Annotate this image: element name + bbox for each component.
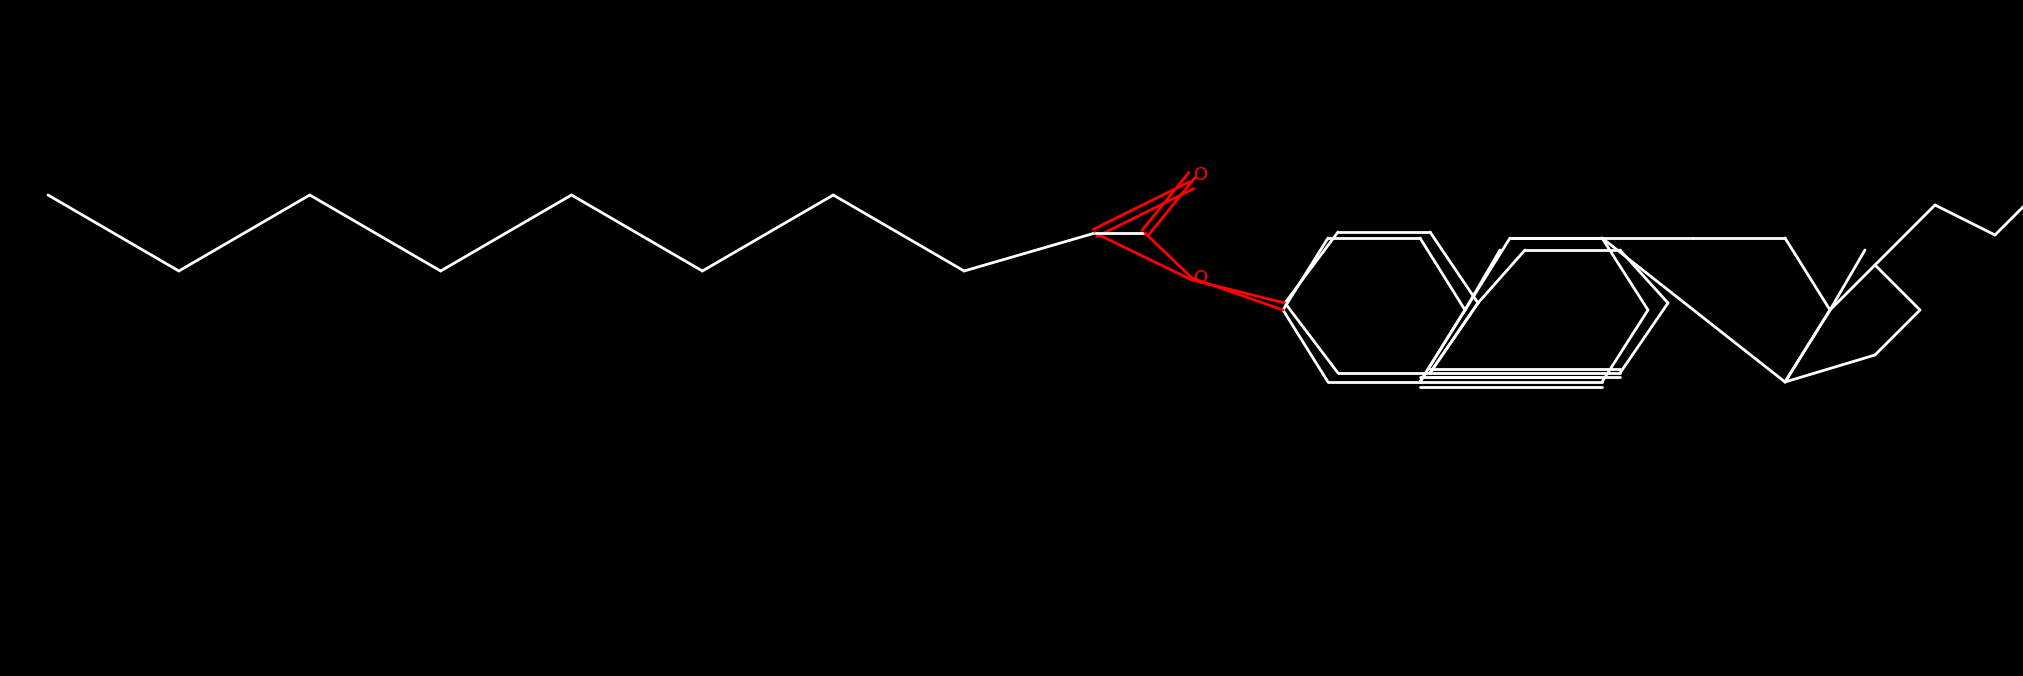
Text: O: O [1194, 269, 1208, 287]
Text: O: O [1194, 166, 1208, 184]
